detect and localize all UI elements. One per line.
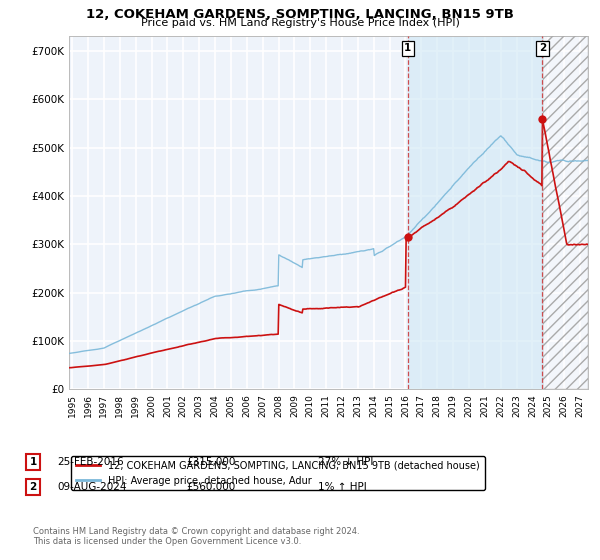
Text: £315,000: £315,000 xyxy=(186,457,235,467)
Text: £560,000: £560,000 xyxy=(186,482,235,492)
Text: 1: 1 xyxy=(404,44,412,53)
Text: 09-AUG-2024: 09-AUG-2024 xyxy=(57,482,127,492)
Text: 2: 2 xyxy=(539,44,546,53)
Text: 27% ↓ HPI: 27% ↓ HPI xyxy=(318,457,373,467)
Text: 2: 2 xyxy=(29,482,37,492)
Legend: 12, COKEHAM GARDENS, SOMPTING, LANCING, BN15 9TB (detached house), HPI: Average : 12, COKEHAM GARDENS, SOMPTING, LANCING, … xyxy=(71,456,485,491)
Text: 25-FEB-2016: 25-FEB-2016 xyxy=(57,457,124,467)
Text: Contains HM Land Registry data © Crown copyright and database right 2024.
This d: Contains HM Land Registry data © Crown c… xyxy=(33,526,359,546)
Text: 12, COKEHAM GARDENS, SOMPTING, LANCING, BN15 9TB: 12, COKEHAM GARDENS, SOMPTING, LANCING, … xyxy=(86,8,514,21)
Text: 1% ↑ HPI: 1% ↑ HPI xyxy=(318,482,367,492)
Text: 1: 1 xyxy=(29,457,37,467)
Text: Price paid vs. HM Land Registry's House Price Index (HPI): Price paid vs. HM Land Registry's House … xyxy=(140,18,460,29)
